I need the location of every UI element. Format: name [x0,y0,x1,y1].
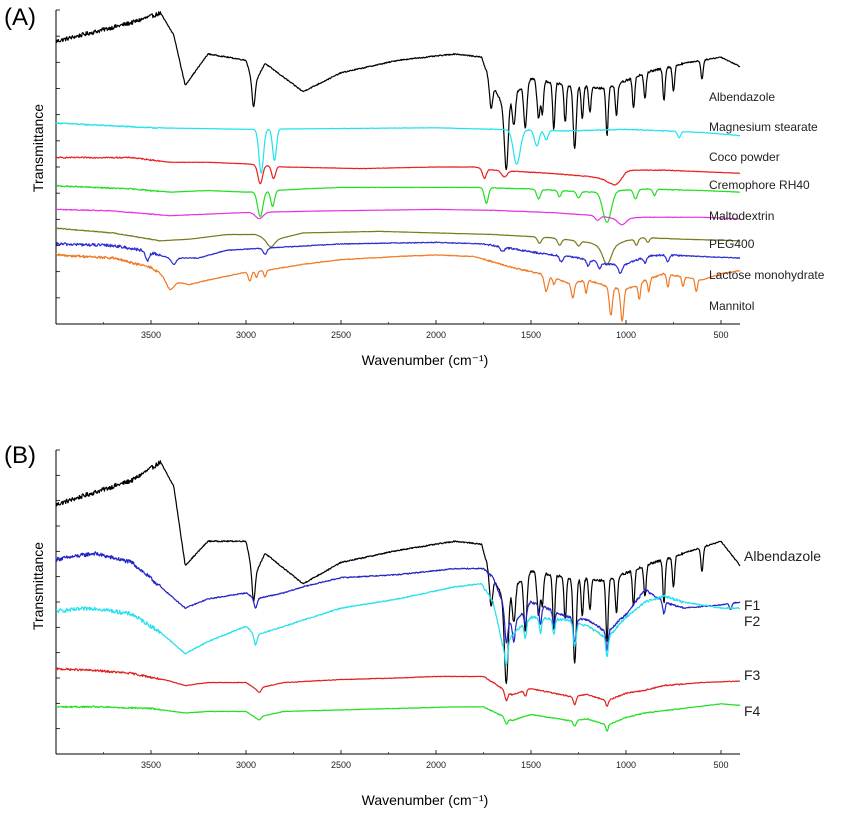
series-label-albendazole: Albendazole [744,548,821,564]
series-line-maltodextrin [55,208,740,226]
series-label-peg400: PEG400 [709,237,755,251]
series-line-cremophore-rh40 [55,184,740,223]
series-label-cremophore-rh40: Cremophore RH40 [709,178,810,192]
x-tick-label: 500 [713,330,728,340]
panel-b: (B) Transmittance 3500 3000 2500 2000 1500 10… [0,400,850,814]
x-tick-label: 1000 [616,760,636,770]
series-label-mannitol: Mannitol [709,299,754,313]
series-line-magnesium-stearate [55,122,741,174]
x-tick-label: 2500 [331,330,351,340]
x-tick-label: 3000 [236,330,256,340]
series-line-f4 [55,703,741,732]
series-label-coco-powder: Coco powder [709,150,780,164]
series-label-lactose-monohydrate: Lactose monohydrate [709,268,825,282]
series-line-peg400 [55,227,741,266]
series-line-albendazole [55,11,741,171]
series-line-lactose-monohydrate [55,241,741,274]
panel-a: (A) Transmittance 3500 3000 2500 2000 1500 10… [0,0,850,400]
series-line-f3 [55,667,741,707]
panel-b-label: (B) [4,442,36,469]
x-tick-label: 3500 [141,330,161,340]
x-tick-label: 1500 [521,330,541,340]
x-tick-label: 2000 [426,330,446,340]
x-tick-label: 3000 [236,760,256,770]
series-label-f2: F2 [744,613,761,629]
series-line-f1 [55,551,741,651]
x-tick-label: 1000 [616,330,636,340]
series-label-f1: F1 [744,597,761,613]
x-tick-label: 2000 [426,760,446,770]
x-tick-label: 1500 [521,760,541,770]
series-line-albendazole [55,460,741,684]
x-tick-label: 3500 [141,760,161,770]
series-label-magnesium-stearate: Magnesium stearate [709,120,818,134]
panel-a-label: (A) [4,4,36,31]
panel-b-xlabel: Wavenumber (cm⁻¹) [361,792,489,808]
series-label-f4: F4 [744,703,761,719]
panel-a-plot: 3500 3000 2500 2000 1500 1000 500 Albendazole Ma… [55,9,825,340]
series-line-f2 [55,582,741,666]
x-tick-label: 500 [713,760,728,770]
panel-b-plot: 3500 3000 2500 2000 1500 1000 500 Albendazole F1… [55,449,821,770]
series-line-coco-powder [56,156,741,186]
panel-a-xlabel: Wavenumber (cm⁻¹) [361,352,489,368]
series-line-mannitol [55,253,741,322]
x-tick-label: 2500 [331,760,351,770]
series-label-albendazole: Albendazole [709,90,775,104]
series-label-f3: F3 [744,667,761,683]
series-label-maltodextrin: Maltodextrin [709,209,774,223]
